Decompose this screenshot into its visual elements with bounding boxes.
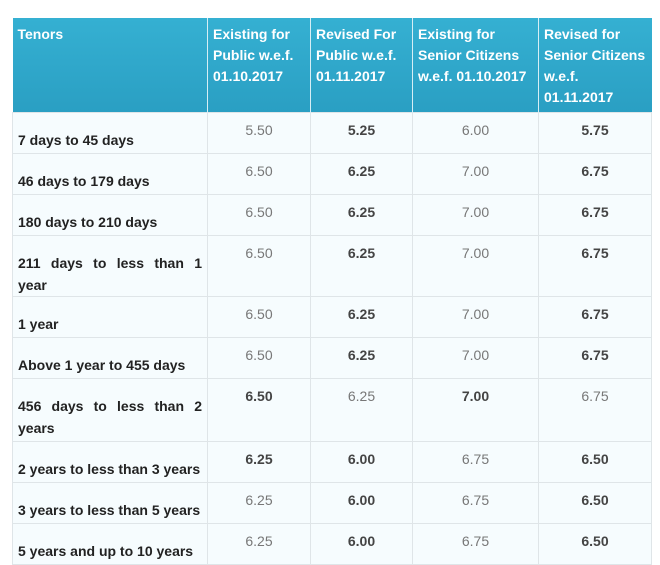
column-header: Existing for Senior Citizens w.e.f. 01.1…	[412, 18, 539, 113]
table-row: 1 year 6.50 6.25 7.00 6.75	[12, 296, 652, 338]
rate-cell: 7.00	[412, 153, 539, 195]
rate-cell: 6.75	[538, 337, 652, 379]
rate-cell: 6.25	[310, 337, 413, 379]
rate-cell: 6.50	[538, 523, 652, 565]
rate-cell: 6.75	[538, 194, 652, 236]
tenor-cell: 456 days to less than 2 years	[12, 378, 208, 442]
rate-cell: 6.75	[412, 441, 539, 483]
tenor-cell: 5 years and up to 10 years	[12, 523, 208, 565]
rate-cell: 6.50	[207, 235, 311, 297]
rate-cell: 6.50	[538, 441, 652, 483]
rate-cell: 6.75	[538, 235, 652, 297]
rate-cell: 6.25	[207, 523, 311, 565]
header-row: Tenors Existing for Public w.e.f. 01.10.2…	[12, 18, 652, 113]
rate-cell: 6.75	[412, 523, 539, 565]
rate-cell: 7.00	[412, 337, 539, 379]
rate-cell: 6.50	[207, 194, 311, 236]
table-row: Above 1 year to 455 days 6.50 6.25 7.00 6.75	[12, 337, 652, 379]
rate-cell: 6.00	[310, 441, 413, 483]
table-row: 456 days to less than 2 years 6.50 6.25 7.0…	[12, 378, 652, 442]
table-row: 7 days to 45 days 5.50 5.25 6.00 5.75	[12, 112, 652, 154]
rate-cell: 6.25	[310, 296, 413, 338]
table-row: 180 days to 210 days 6.50 6.25 7.00 6.75	[12, 194, 652, 236]
table-row: 3 years to less than 5 years 6.25 6.00 6.75…	[12, 482, 652, 524]
rate-cell: 5.25	[310, 112, 413, 154]
rate-cell: 6.25	[310, 378, 413, 442]
rate-cell: 5.75	[538, 112, 652, 154]
column-header: Revised For Public w.e.f. 01.11.2017	[310, 18, 413, 113]
rate-cell: 6.25	[310, 153, 413, 195]
tenor-cell: 46 days to 179 days	[12, 153, 208, 195]
tenor-cell: 3 years to less than 5 years	[12, 482, 208, 524]
rate-cell: 7.00	[412, 378, 539, 442]
rate-cell: 6.00	[412, 112, 539, 154]
rate-cell: 6.00	[310, 482, 413, 524]
tenor-cell: 211 days to less than 1 year	[12, 235, 208, 297]
table-row: 211 days to less than 1 year 6.50 6.25 7.00…	[12, 235, 652, 297]
rate-cell: 6.25	[310, 194, 413, 236]
rate-cell: 5.50	[207, 112, 311, 154]
rate-cell: 6.25	[207, 482, 311, 524]
tenor-cell: 1 year	[12, 296, 208, 338]
rate-cell: 6.00	[310, 523, 413, 565]
column-header: Tenors	[12, 18, 208, 113]
rate-cell: 7.00	[412, 194, 539, 236]
rate-cell: 6.50	[207, 378, 311, 442]
rate-cell: 6.50	[207, 153, 311, 195]
rate-cell: 6.75	[538, 296, 652, 338]
tenor-cell: 7 days to 45 days	[12, 112, 208, 154]
table-row: 5 years and up to 10 years 6.25 6.00 6.75 6.…	[12, 523, 652, 565]
rate-cell: 6.50	[207, 296, 311, 338]
tenor-cell: 2 years to less than 3 years	[12, 441, 208, 483]
table-row: 46 days to 179 days 6.50 6.25 7.00 6.75	[12, 153, 652, 195]
rate-cell: 6.50	[207, 337, 311, 379]
rate-cell: 7.00	[412, 235, 539, 297]
rate-cell: 6.75	[538, 378, 652, 442]
tenor-cell: Above 1 year to 455 days	[12, 337, 208, 379]
rate-cell: 6.25	[310, 235, 413, 297]
rate-cell: 6.75	[412, 482, 539, 524]
rate-cell: 6.25	[207, 441, 311, 483]
column-header: Revised for Senior Citizens w.e.f. 01.11…	[538, 18, 652, 113]
rate-cell: 6.50	[538, 482, 652, 524]
column-header: Existing for Public w.e.f. 01.10.2017	[207, 18, 311, 113]
rate-cell: 7.00	[412, 296, 539, 338]
tenor-cell: 180 days to 210 days	[12, 194, 208, 236]
rate-cell: 6.75	[538, 153, 652, 195]
table-row: 2 years to less than 3 years 6.25 6.00 6.75…	[12, 441, 652, 483]
interest-rate-table: Tenors Existing for Public w.e.f. 01.10.2…	[12, 18, 652, 565]
